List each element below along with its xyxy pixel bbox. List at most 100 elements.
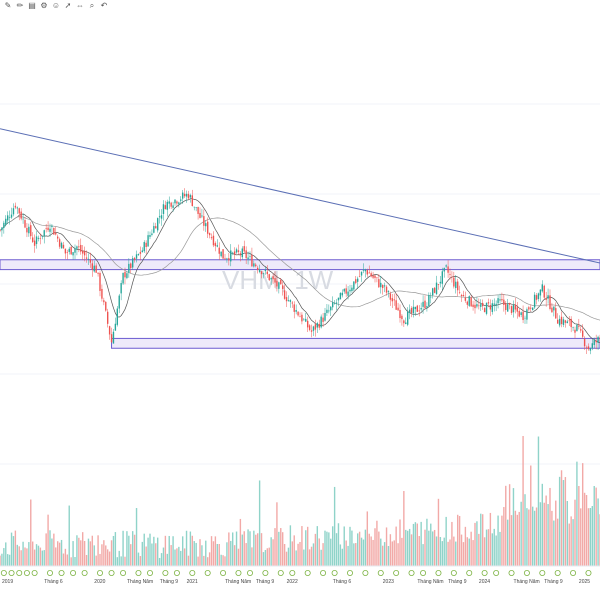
volume-bar [24, 547, 26, 566]
volume-bar [41, 550, 44, 566]
candle-body [305, 318, 307, 322]
event-marker[interactable] [97, 570, 104, 577]
event-marker[interactable] [493, 570, 500, 577]
candle-body [16, 207, 19, 209]
volume-bar [143, 533, 145, 566]
event-marker[interactable] [47, 570, 54, 577]
candle-body [120, 283, 122, 294]
undo-icon[interactable]: ↶ [100, 1, 108, 10]
event-marker[interactable] [16, 570, 23, 577]
event-marker[interactable] [135, 570, 142, 577]
candle-body [512, 304, 515, 313]
candle-body [456, 281, 459, 291]
event-marker[interactable] [362, 570, 369, 577]
candle [589, 347, 592, 355]
event-marker[interactable] [162, 570, 169, 577]
event-marker[interactable] [393, 570, 400, 577]
event-marker[interactable] [570, 570, 577, 577]
volume-bar [468, 538, 470, 566]
event-marker[interactable] [508, 570, 515, 577]
volume-bar [105, 545, 107, 566]
candle [320, 314, 322, 329]
event-marker[interactable] [481, 570, 488, 577]
volume-bar [56, 541, 59, 566]
volume-bar [512, 488, 515, 566]
event-marker[interactable] [23, 570, 30, 577]
event-marker[interactable] [408, 570, 415, 577]
edit-icon[interactable]: ✏ [16, 1, 24, 10]
event-marker[interactable] [435, 570, 442, 577]
event-marker[interactable] [8, 570, 15, 577]
event-marker[interactable] [450, 570, 457, 577]
candle-body [222, 249, 224, 259]
event-marker[interactable] [235, 570, 242, 577]
event-marker[interactable] [189, 570, 196, 577]
settings-icon[interactable]: ⚙ [40, 1, 48, 10]
smile-icon[interactable]: ☺ [51, 1, 61, 10]
event-marker[interactable] [173, 570, 180, 577]
candle [103, 297, 105, 306]
candle-body [381, 284, 384, 289]
event-marker[interactable] [289, 570, 296, 577]
event-marker[interactable] [31, 570, 38, 577]
candle-body [489, 305, 492, 310]
volume-bar [356, 533, 359, 566]
candle-body [116, 308, 119, 325]
candle [439, 275, 442, 288]
candle [297, 310, 299, 317]
candle [335, 299, 338, 311]
volume-bar [526, 508, 528, 566]
event-marker[interactable] [331, 570, 338, 577]
trendline[interactable] [0, 128, 600, 264]
candle [81, 245, 84, 261]
event-marker[interactable] [420, 570, 427, 577]
candle [460, 293, 463, 302]
event-marker[interactable] [585, 570, 592, 577]
candle-body [401, 315, 403, 320]
event-marker[interactable] [204, 570, 211, 577]
drawing-tool-icon[interactable]: ✎ [4, 1, 12, 10]
time-axis-label: 2025 [579, 579, 590, 585]
event-marker[interactable] [346, 570, 353, 577]
event-marker[interactable] [262, 570, 269, 577]
cursor-icon[interactable]: ➚ [64, 1, 72, 10]
event-marker[interactable] [466, 570, 473, 577]
event-marker[interactable] [58, 570, 65, 577]
candle-body [466, 301, 469, 305]
candle [399, 304, 401, 323]
candle [26, 223, 28, 238]
volume-bar [224, 556, 226, 566]
event-marker[interactable] [70, 570, 77, 577]
event-marker[interactable] [377, 570, 384, 577]
volume-bar [466, 537, 469, 566]
candle-body [203, 216, 205, 226]
event-marker[interactable] [523, 570, 530, 577]
volume-bar [474, 522, 476, 566]
candle-body [264, 269, 267, 272]
candle [39, 233, 42, 245]
volume-bar [491, 533, 494, 566]
event-marker[interactable] [539, 570, 546, 577]
event-marker[interactable] [220, 570, 227, 577]
event-marker[interactable] [108, 570, 115, 577]
candle [78, 239, 80, 253]
event-marker[interactable] [320, 570, 327, 577]
event-marker[interactable] [304, 570, 311, 577]
event-marker[interactable] [246, 570, 253, 577]
candle [8, 210, 11, 225]
event-marker[interactable] [146, 570, 153, 577]
event-marker[interactable] [0, 570, 7, 577]
candle [393, 293, 395, 306]
event-marker[interactable] [81, 570, 88, 577]
ma-short-line [0, 198, 600, 344]
event-marker[interactable] [120, 570, 127, 577]
measure-icon[interactable]: ⇔ [76, 1, 84, 10]
volume-bar [126, 531, 128, 566]
event-marker[interactable] [277, 570, 284, 577]
zoom-icon[interactable]: ⌕ [89, 1, 95, 10]
volume-bar [558, 476, 561, 566]
candle-body [20, 211, 22, 219]
layers-icon[interactable]: ▤ [28, 1, 36, 10]
volume-bar [528, 509, 530, 566]
event-marker[interactable] [554, 570, 561, 577]
